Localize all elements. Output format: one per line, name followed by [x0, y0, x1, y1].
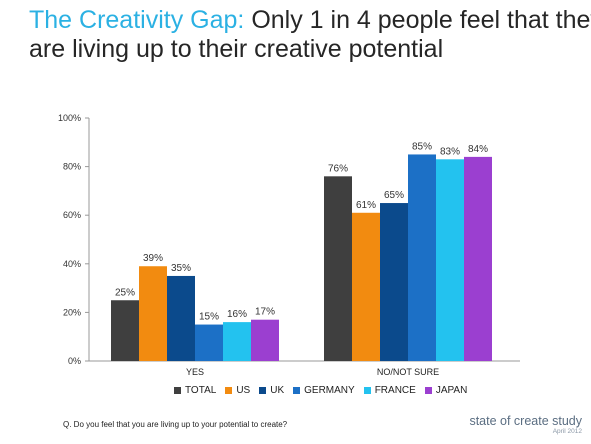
data-label: 16%: [227, 309, 247, 320]
x-category-label: YES: [186, 367, 204, 377]
y-tick-label: 40%: [63, 259, 81, 269]
brand-date: April 2012: [552, 428, 582, 435]
data-label: 35%: [171, 263, 191, 274]
legend-label: UK: [270, 384, 285, 396]
y-tick-label: 20%: [63, 307, 81, 317]
legend-label: GERMANY: [304, 384, 355, 396]
legend-item-japan: JAPAN: [424, 384, 468, 396]
data-label: 25%: [115, 287, 135, 298]
bar-us-no: [352, 212, 380, 361]
data-label: 65%: [384, 190, 404, 201]
survey-question: Q. Do you feel that you are living up to…: [63, 420, 288, 429]
legend-item-france: FRANCE: [363, 384, 416, 396]
data-label: 83%: [440, 146, 460, 157]
legend-item-us: US: [225, 385, 250, 396]
y-tick-label: 100%: [58, 113, 81, 123]
bar-germany-no: [408, 154, 436, 361]
legend-item-germany: GERMANY: [293, 385, 355, 396]
legend-item-uk: UK: [259, 385, 284, 396]
data-label: 15%: [199, 312, 219, 323]
legend-item-total: TOTAL: [174, 385, 216, 396]
y-tick-label: 80%: [63, 162, 81, 172]
legend-swatch: [293, 386, 301, 394]
legend-swatch: [259, 386, 267, 394]
data-label: 61%: [356, 200, 376, 211]
x-category-label: NO/NOT SURE: [377, 367, 439, 377]
bar-germany-yes: [195, 324, 223, 361]
data-label: 85%: [412, 141, 432, 152]
y-tick-label: 60%: [63, 210, 81, 220]
title-line-2: are living up to their creative potentia…: [29, 35, 444, 63]
data-label: 17%: [255, 307, 275, 318]
chart-legend: TOTAL US UK GERMANY FRANCE JAPAN: [174, 383, 476, 397]
legend-label: FRANCE: [374, 384, 416, 396]
bar-us-yes: [139, 266, 167, 361]
bar-uk-no: [380, 203, 408, 361]
brand-name: state of create study: [469, 414, 582, 428]
bar-uk-yes: [167, 275, 195, 361]
page-title: The Creativity Gap: Only 1 in 4 people f…: [29, 6, 591, 64]
bar-japan-yes: [251, 319, 279, 361]
legend-swatch: [424, 386, 432, 394]
legend-swatch: [363, 386, 371, 394]
legend-label: US: [236, 384, 251, 396]
legend-swatch: [225, 386, 233, 394]
bar-total-no: [324, 176, 352, 361]
bar-france-yes: [223, 322, 251, 361]
data-label: 84%: [468, 144, 488, 155]
bar-japan-no: [464, 156, 492, 361]
legend-label: JAPAN: [435, 384, 468, 396]
bar-france-no: [436, 159, 464, 361]
y-tick-label: 0%: [68, 356, 81, 366]
brand-block: state of create study April 2012: [469, 414, 582, 436]
title-rest: Only 1 in 4 people feel that they: [251, 6, 591, 34]
legend-swatch: [174, 386, 181, 394]
legend-label: TOTAL: [185, 384, 217, 396]
title-line-1: The Creativity Gap: Only 1 in 4 people f…: [29, 6, 591, 35]
data-label: 76%: [328, 163, 348, 174]
bar-total-yes: [111, 300, 139, 361]
title-accent: The Creativity Gap:: [29, 6, 245, 34]
data-label: 39%: [143, 253, 163, 264]
